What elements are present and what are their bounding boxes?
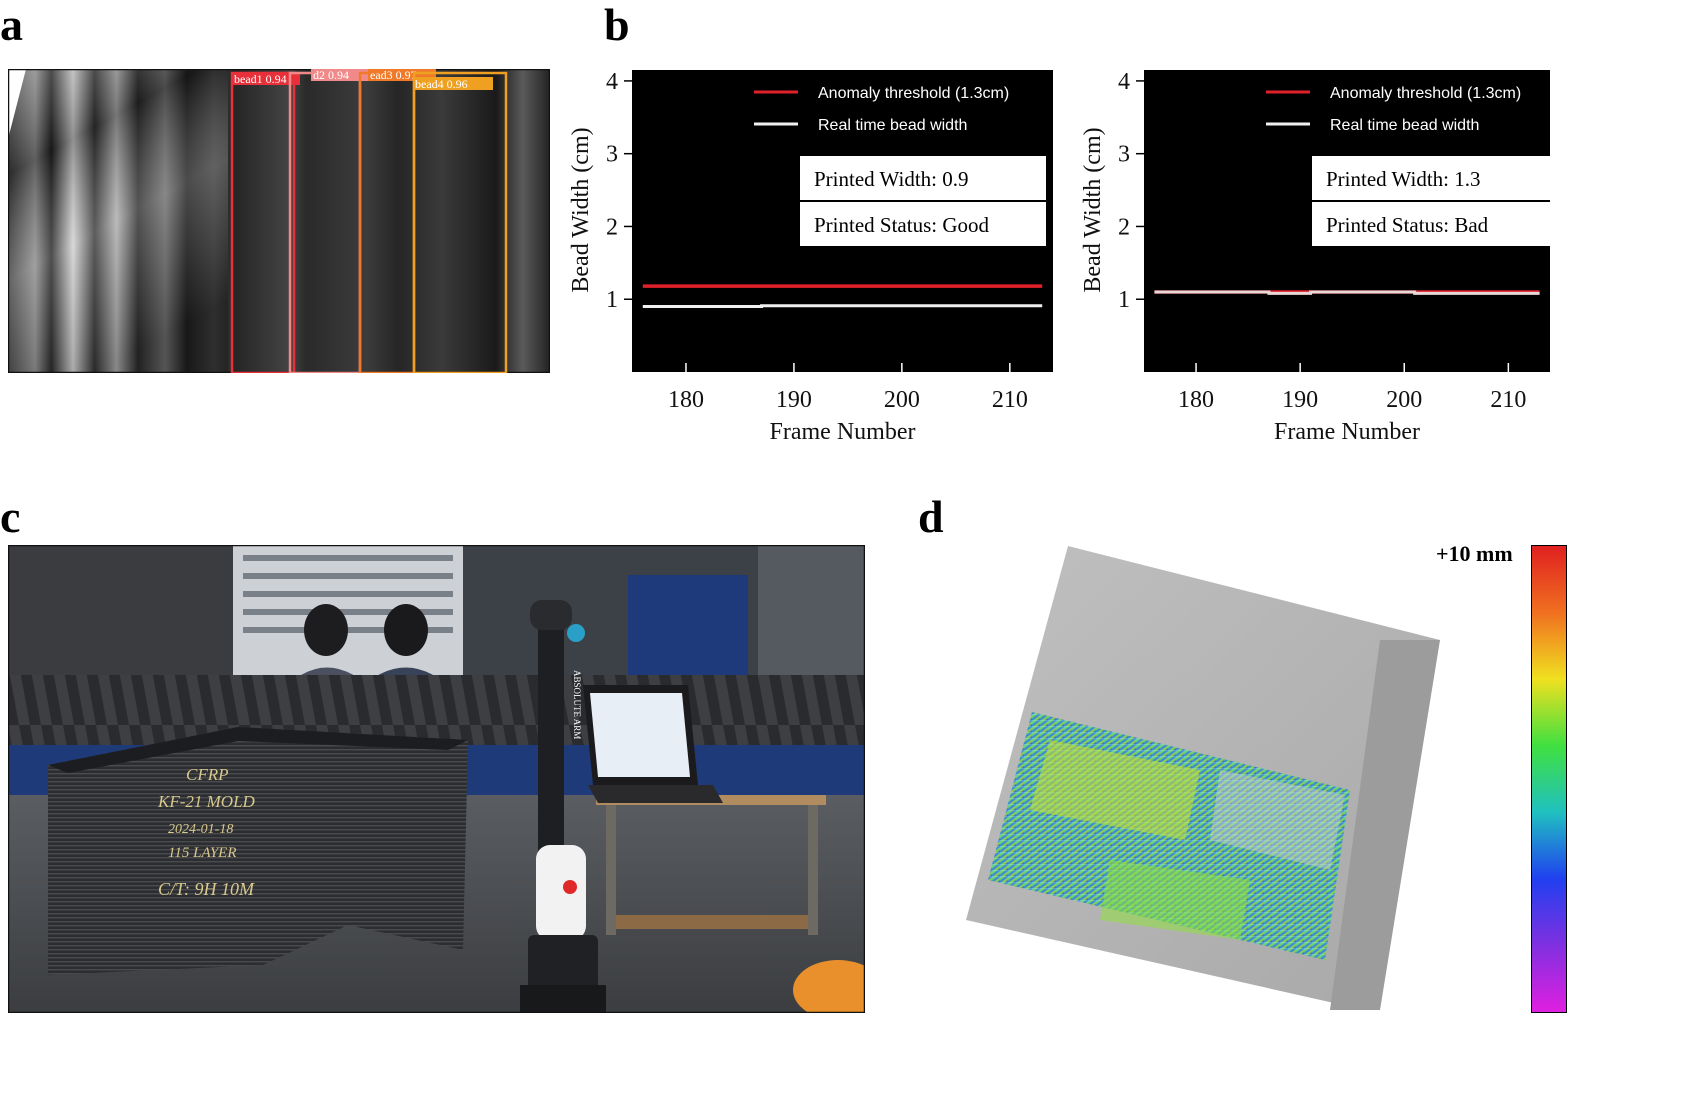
panel-label-b: b (604, 0, 630, 50)
y-tick-label: 1 (1118, 287, 1130, 313)
bead-label-bg-1 (232, 72, 300, 85)
info-box-row-1 (800, 156, 1046, 200)
bead-width-chart-good: 1 2 3 4 180 190 200 210 Frame Number Bead Width (… (560, 60, 1070, 450)
series-line-bead-width (642, 304, 1043, 309)
bead-detection-image: bead1 0.94 d2 0.94 ead3 0.97 bead4 0.96 (7, 68, 551, 375)
arm-text: ABSOLUTE ARM (572, 670, 582, 739)
x-axis-label: Frame Number (770, 419, 916, 445)
x-tick-label: 210 (992, 387, 1028, 413)
bead-label-2: d2 0.94 (313, 69, 349, 82)
y-tick-label: 4 (1118, 69, 1130, 95)
series-line-bead-width (1154, 290, 1540, 295)
y-axis-label: Bead Width (cm) (1080, 127, 1106, 292)
legend-label-1: Anomaly threshold (1.3cm) (818, 85, 1009, 102)
legend-label-1: Anomaly threshold (1.3cm) (1330, 85, 1521, 102)
info-box-row-2 (1312, 202, 1558, 246)
bead-width-chart-bad: 1 2 3 4 180 190 200 210 Frame Number Bead Width (… (1078, 60, 1570, 450)
x-tick-label: 200 (884, 387, 920, 413)
y-tick-label: 3 (606, 142, 618, 168)
x-axis-label: Frame Number (1274, 419, 1420, 445)
mold-writing-line-2: KF-21 MOLD (157, 792, 256, 811)
y-tick-label: 1 (606, 287, 618, 313)
bead-label-4: bead4 0.96 (415, 77, 468, 91)
printed-mold-photo: ABSOLUTE ARM CFRP KF-21 MOLD 2024-01-18 … (7, 544, 883, 1020)
y-tick-label: 4 (606, 69, 618, 95)
deviation-map (960, 540, 1460, 1020)
x-tick-label: 190 (1282, 387, 1318, 413)
bead-label-bg-4 (413, 77, 493, 90)
panel-label-a: a (0, 0, 23, 50)
printed-width-text: Printed Width: 1.3 (1326, 167, 1481, 191)
info-box-row-1 (1312, 156, 1558, 200)
mold-writing-line-3: 2024-01-18 (168, 822, 233, 837)
y-axis-label: Bead Width (cm) (568, 127, 594, 292)
mold-writing-line-5: C/T: 9H 10M (158, 879, 255, 899)
x-tick-label: 200 (1386, 387, 1422, 413)
y-tick-label: 2 (1118, 214, 1130, 240)
printed-width-text: Printed Width: 0.9 (814, 167, 969, 191)
panel-label-d: d (918, 491, 944, 542)
y-tick-label: 3 (1118, 142, 1130, 168)
y-tick-label: 2 (606, 214, 618, 240)
colorbar-label: +10 mm (1436, 541, 1513, 566)
panel-label-c: c (0, 491, 21, 542)
x-tick-label: 180 (668, 387, 704, 413)
bead-label-1: bead1 0.94 (234, 72, 287, 86)
x-tick-label: 210 (1490, 387, 1526, 413)
colorbar (1531, 545, 1567, 1013)
bead-label-3: ead3 0.97 (370, 69, 417, 82)
x-tick-label: 180 (1178, 387, 1214, 413)
printed-status-text: Printed Status: Good (814, 213, 990, 237)
mold-writing-line-1: CFRP (186, 765, 229, 784)
mold-writing-line-4: 115 LAYER (168, 845, 236, 861)
bead-label-bg-2 (311, 68, 379, 81)
legend-label-2: Real time bead width (1330, 117, 1479, 134)
x-tick-label: 190 (776, 387, 812, 413)
info-box-row-2 (800, 202, 1046, 246)
legend-label-2: Real time bead width (818, 117, 967, 134)
printed-status-text: Printed Status: Bad (1326, 213, 1489, 237)
